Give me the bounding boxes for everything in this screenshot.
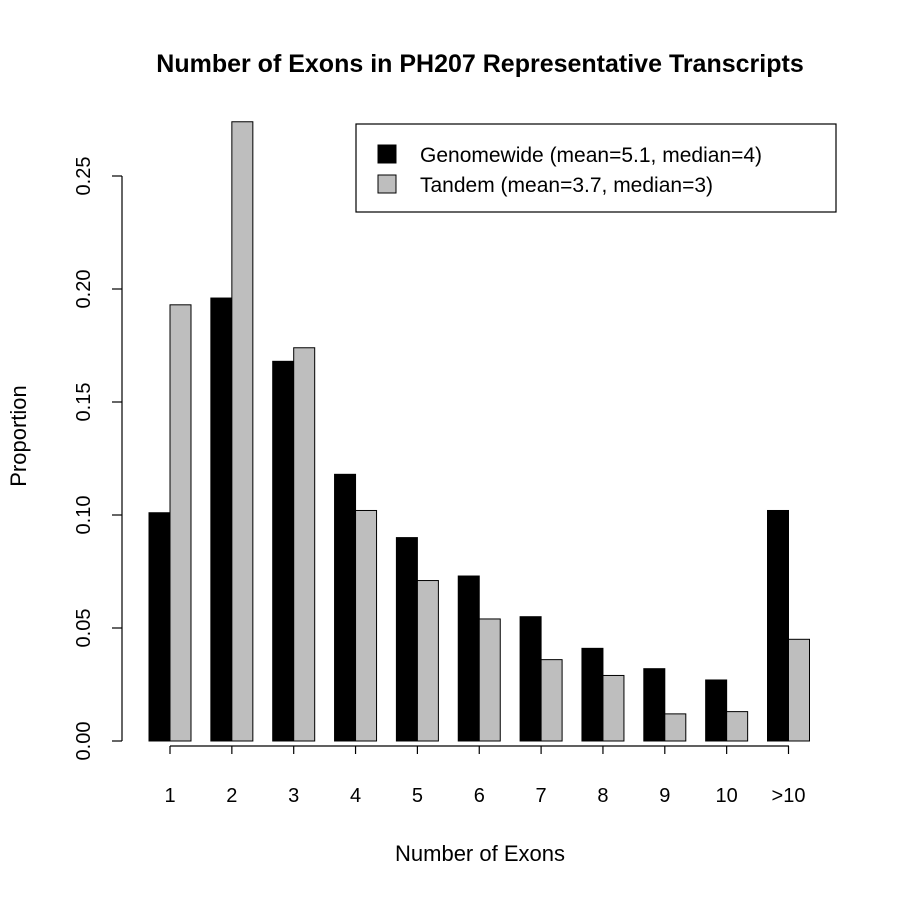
bar-tandem-8 [602,674,625,742]
legend-label-genomewide: Genomewide (mean=5.1, median=4) [420,144,762,167]
bar-tandem-1 [169,304,192,742]
bars-group [148,121,810,742]
bar-tandem-2 [231,121,254,742]
y-tick-label-2: 0.10 [73,496,95,535]
legend-swatch-genomewide [377,144,397,164]
x-tick-label-10: 10 [716,785,738,807]
y-tick-label-0: 0.00 [73,722,95,761]
bar-genomewide-7 [519,616,542,742]
x-tick-label-9: 9 [659,785,670,807]
legend-box [355,123,837,213]
x-tick-label-1: 1 [164,785,175,807]
bar-tandem-3 [293,347,316,742]
bar-genomewide-8 [581,647,604,742]
legend-label-tandem: Tandem (mean=3.7, median=3) [420,174,713,197]
x-tick-label-4: 4 [350,785,361,807]
bar-tandem-6 [478,618,501,742]
legend: Genomewide (mean=5.1, median=4) Tandem (… [355,123,837,213]
x-axis: 1 2 3 4 5 6 7 8 9 10 >10 [164,745,806,807]
legend-swatch-tandem [377,174,397,194]
x-axis-label: Number of Exons [395,841,565,866]
chart-title: Number of Exons in PH207 Representative … [156,50,803,78]
x-tick-label-2: 2 [226,785,237,807]
x-tick-label-8: 8 [597,785,608,807]
bar-tandem-11 [788,638,810,742]
bar-tandem-10 [726,711,749,742]
x-tick-label-7: 7 [536,785,547,807]
x-tick-label-5: 5 [412,785,423,807]
bar-genomewide-5 [395,537,418,742]
x-tick-label-3: 3 [288,785,299,807]
bar-genomewide-11 [767,509,789,742]
y-tick-label-4: 0.20 [73,270,95,309]
y-axis-label: Proportion [6,385,31,487]
y-tick-label-5: 0.25 [73,157,95,196]
bar-genomewide-4 [334,473,357,742]
bar-tandem-5 [416,580,439,742]
bar-tandem-9 [664,713,687,742]
bar-genomewide-10 [705,679,728,742]
bar-genomewide-2 [210,297,233,742]
bar-genomewide-1 [148,512,171,742]
y-axis: 0.00 0.05 0.10 0.15 0.20 0.25 [73,157,123,761]
bar-tandem-4 [355,509,378,742]
x-tick-label-6: 6 [474,785,485,807]
y-tick-label-3: 0.15 [73,383,95,422]
bar-genomewide-9 [643,668,666,742]
bar-genomewide-3 [272,360,295,742]
bar-genomewide-6 [457,575,480,742]
y-tick-label-1: 0.05 [73,609,95,648]
bar-tandem-7 [540,659,563,742]
x-tick-label-11: >10 [772,785,806,807]
